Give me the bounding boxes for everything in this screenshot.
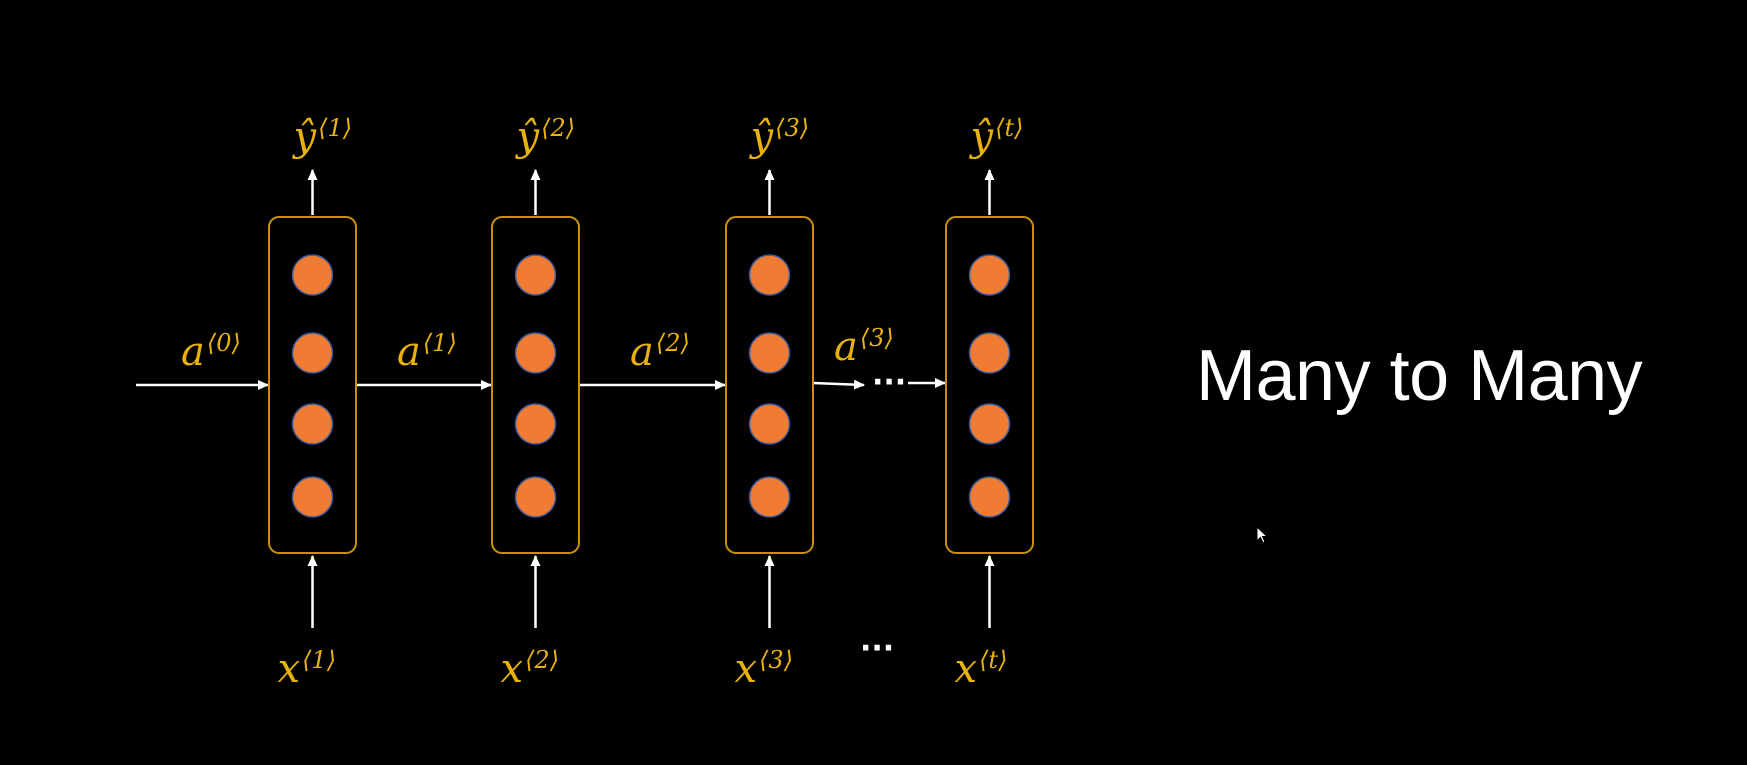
activation-label-2: a⟨2⟩ bbox=[630, 329, 690, 375]
ellipsis-input: ··· bbox=[860, 631, 894, 666]
output-label-2-base: ŷ bbox=[515, 114, 541, 160]
activation-label-1-sup: ⟨1⟩ bbox=[423, 329, 457, 357]
neuron-3-3 bbox=[748, 403, 791, 445]
neuron-1-4 bbox=[291, 476, 334, 518]
activation-arrow-3a bbox=[812, 379, 865, 390]
output-label-1: ŷ⟨1⟩ bbox=[292, 114, 353, 160]
neuron-2-2 bbox=[514, 332, 557, 374]
activation-label-1: a⟨1⟩ bbox=[397, 329, 457, 375]
neuron-2-1 bbox=[514, 254, 557, 296]
neuron-3-2 bbox=[748, 332, 791, 374]
neuron-1-1 bbox=[291, 254, 334, 296]
activation-label-3-base: a bbox=[834, 324, 858, 370]
activation-label-2-sup: ⟨2⟩ bbox=[656, 329, 690, 357]
neuron-3-1 bbox=[748, 254, 791, 296]
input-label-1-sup: ⟨1⟩ bbox=[302, 646, 336, 674]
neuron-4-1 bbox=[968, 254, 1011, 296]
input-label-3-base: x bbox=[735, 646, 758, 692]
output-label-4: ŷ⟨t⟩ bbox=[969, 114, 1024, 160]
rnn-cell-2 bbox=[491, 216, 580, 554]
activation-label-3-sup: ⟨3⟩ bbox=[860, 324, 894, 352]
activation-label-2-base: a bbox=[630, 329, 654, 375]
input-label-4-base: x bbox=[955, 646, 978, 692]
neuron-3-4 bbox=[748, 476, 791, 518]
input-label-1: x⟨1⟩ bbox=[278, 646, 337, 692]
input-label-2-sup: ⟨2⟩ bbox=[525, 646, 559, 674]
input-label-3: x⟨3⟩ bbox=[735, 646, 794, 692]
rnn-cell-1 bbox=[268, 216, 357, 554]
neuron-4-2 bbox=[968, 332, 1011, 374]
activation-label-3: a⟨3⟩ bbox=[834, 324, 894, 370]
input-label-4-sup: ⟨t⟩ bbox=[979, 646, 1007, 674]
output-label-2: ŷ⟨2⟩ bbox=[515, 114, 576, 160]
output-label-4-sup: ⟨t⟩ bbox=[995, 114, 1023, 142]
output-label-3-sup: ⟨3⟩ bbox=[775, 114, 809, 142]
mouse-cursor-icon bbox=[1256, 526, 1269, 544]
activation-label-0-base: a bbox=[181, 329, 205, 375]
output-label-3: ŷ⟨3⟩ bbox=[749, 114, 810, 160]
activation-label-0: a⟨0⟩ bbox=[181, 329, 241, 375]
neuron-2-4 bbox=[514, 476, 557, 518]
output-label-4-base: ŷ bbox=[969, 114, 995, 160]
rnn-cell-3 bbox=[725, 216, 814, 554]
output-label-1-base: ŷ bbox=[292, 114, 318, 160]
rnn-cell-4 bbox=[945, 216, 1034, 554]
neuron-2-3 bbox=[514, 403, 557, 445]
input-label-1-base: x bbox=[278, 646, 301, 692]
activation-label-1-base: a bbox=[397, 329, 421, 375]
activation-label-0-sup: ⟨0⟩ bbox=[207, 329, 241, 357]
input-label-2: x⟨2⟩ bbox=[501, 646, 560, 692]
output-label-1-sup: ⟨1⟩ bbox=[318, 114, 352, 142]
neuron-4-3 bbox=[968, 403, 1011, 445]
input-label-3-sup: ⟨3⟩ bbox=[759, 646, 793, 674]
ellipsis-activation: ··· bbox=[872, 365, 906, 400]
output-label-2-sup: ⟨2⟩ bbox=[541, 114, 575, 142]
neuron-4-4 bbox=[968, 476, 1011, 518]
neuron-1-2 bbox=[291, 332, 334, 374]
output-label-3-base: ŷ bbox=[749, 114, 775, 160]
input-label-2-base: x bbox=[501, 646, 524, 692]
slide-title: Many to Many bbox=[1196, 336, 1643, 416]
neuron-1-3 bbox=[291, 403, 334, 445]
input-label-4: x⟨t⟩ bbox=[955, 646, 1008, 692]
